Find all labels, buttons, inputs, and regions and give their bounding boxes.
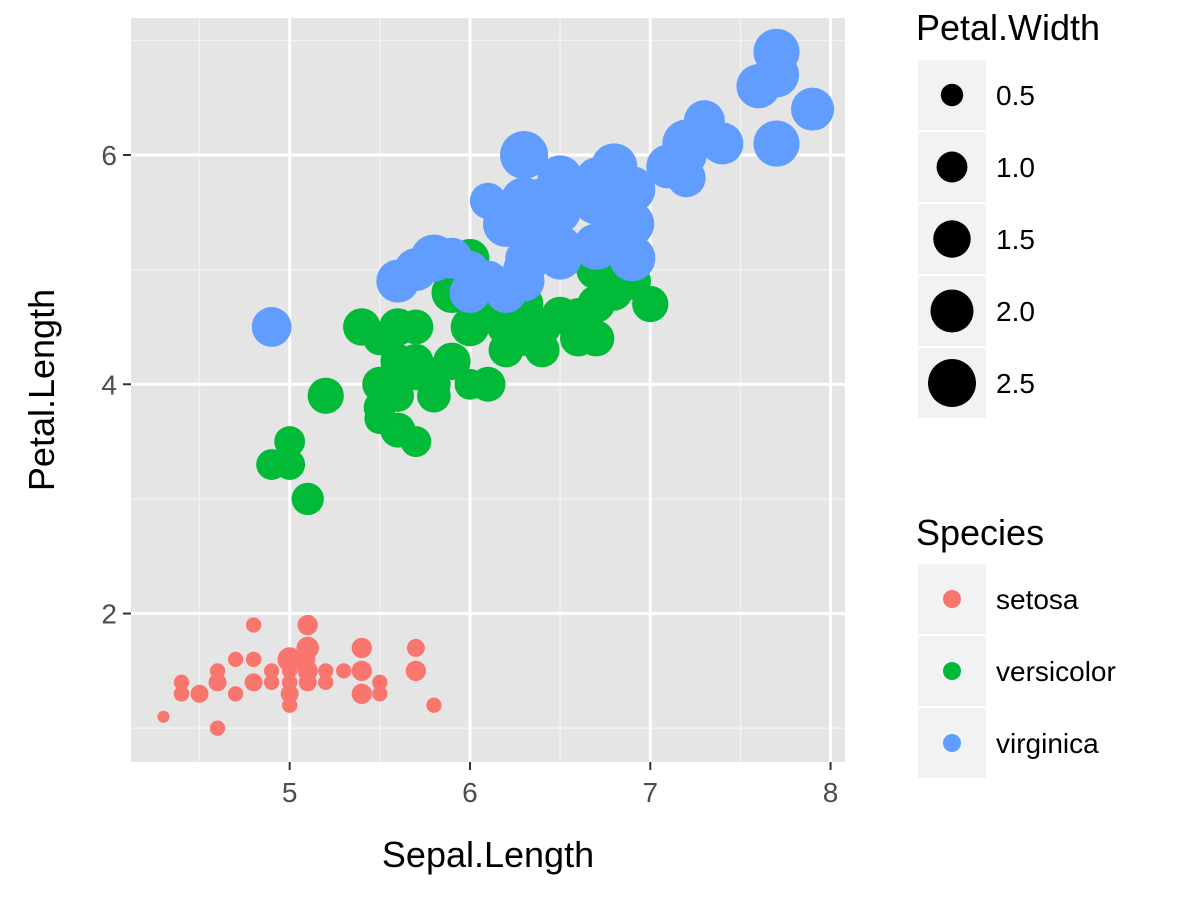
size-legend-label: 2.5 (996, 368, 1035, 399)
point-versicolor (400, 426, 432, 458)
point-setosa (405, 660, 427, 682)
size-legend-dot (928, 359, 976, 407)
size-legend-label: 2.0 (996, 296, 1035, 327)
point-setosa (245, 617, 262, 633)
point-versicolor (364, 403, 396, 435)
point-versicolor (577, 285, 615, 323)
point-setosa (245, 651, 262, 668)
x-axis-title: Sepal.Length (382, 834, 594, 875)
point-versicolor (307, 377, 344, 414)
point-versicolor (560, 320, 597, 357)
point-setosa (173, 674, 190, 690)
y-tick-label: 4 (101, 369, 117, 400)
point-versicolor (274, 449, 306, 480)
point-setosa (263, 663, 280, 679)
point-versicolor (274, 426, 306, 458)
size-legend-dot (930, 289, 974, 333)
point-virginica (500, 130, 549, 179)
x-tick-label: 8 (823, 777, 839, 808)
x-tick-label: 7 (642, 777, 658, 808)
point-setosa (297, 614, 318, 636)
size-legend-label: 1.0 (996, 152, 1035, 183)
point-setosa (265, 676, 278, 689)
size-legend-label: 0.5 (996, 80, 1035, 111)
point-setosa (190, 684, 209, 703)
y-axis-title: Petal.Length (21, 289, 62, 491)
point-setosa (282, 674, 298, 690)
size-legend-dot (936, 151, 968, 183)
data-points (157, 28, 835, 736)
color-legend: setosa versicolor virginica (918, 564, 1116, 778)
point-setosa (227, 651, 244, 668)
point-setosa (319, 664, 332, 677)
point-virginica (573, 223, 620, 270)
x-tick-label: 6 (462, 777, 478, 808)
color-legend-dot (943, 590, 961, 608)
point-setosa (336, 663, 352, 679)
point-setosa (157, 710, 170, 723)
point-virginica (431, 237, 473, 279)
point-virginica (521, 191, 563, 233)
point-virginica (610, 201, 655, 246)
point-setosa (372, 674, 388, 690)
point-virginica (667, 158, 706, 198)
point-virginica (449, 272, 491, 314)
point-versicolor (470, 366, 506, 402)
point-setosa (300, 651, 316, 668)
point-setosa (227, 686, 244, 702)
point-setosa (372, 686, 388, 702)
size-legend-title: Petal.Width (916, 7, 1100, 48)
point-setosa (209, 720, 226, 736)
point-setosa (426, 697, 442, 713)
point-versicolor (291, 482, 324, 516)
point-setosa (300, 663, 316, 679)
color-legend-label: setosa (996, 584, 1079, 615)
point-setosa (244, 673, 263, 692)
point-virginica (791, 87, 835, 131)
point-virginica (753, 120, 800, 167)
point-virginica (503, 248, 546, 291)
point-virginica (376, 259, 420, 303)
point-versicolor (398, 355, 434, 391)
point-virginica (251, 307, 292, 347)
point-setosa (406, 638, 425, 657)
point-setosa (280, 684, 299, 703)
size-legend-dot (940, 83, 964, 107)
point-setosa (209, 674, 226, 690)
point-virginica (701, 122, 744, 165)
point-versicolor (488, 332, 524, 368)
color-legend-label: versicolor (996, 656, 1116, 687)
y-tick-label: 6 (101, 140, 117, 171)
point-setosa (318, 674, 334, 690)
point-virginica (482, 200, 530, 247)
point-virginica (609, 235, 656, 282)
y-axis: 2 4 6 (101, 140, 131, 630)
point-virginica (538, 225, 582, 269)
point-setosa (296, 636, 319, 660)
point-setosa (351, 683, 372, 704)
x-tick-label: 5 (282, 777, 298, 808)
x-axis: 5 6 7 8 (282, 762, 838, 808)
y-tick-label: 2 (101, 599, 117, 630)
color-legend-label: virginica (996, 728, 1099, 759)
point-setosa (277, 647, 302, 672)
color-legend-dot (943, 734, 961, 752)
point-virginica (572, 165, 621, 214)
color-legend-title: Species (916, 512, 1044, 553)
point-virginica (754, 53, 799, 97)
point-setosa (173, 686, 190, 702)
size-legend: 0.5 1.0 1.5 2.0 2.5 (918, 60, 1035, 418)
point-setosa (351, 660, 372, 682)
size-legend-label: 1.5 (996, 224, 1035, 255)
color-legend-dot (943, 662, 961, 680)
point-setosa (354, 640, 370, 656)
size-legend-dot (933, 220, 971, 258)
